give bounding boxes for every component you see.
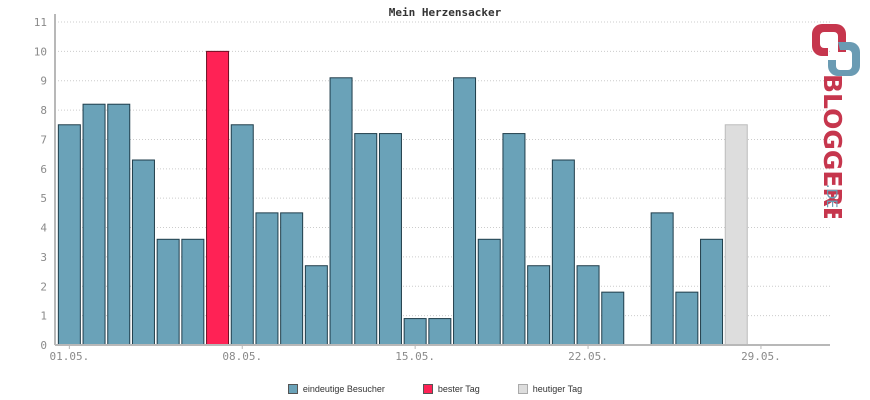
y-tick-label: 4 (40, 222, 47, 235)
x-tick-label: 01.05. (49, 350, 89, 363)
y-tick-label: 3 (40, 251, 47, 264)
logo-suffix: .DE (823, 184, 839, 208)
bar-v (428, 318, 452, 346)
bar-v (255, 212, 279, 346)
y-tick-label: 10 (34, 45, 47, 58)
bar-v (527, 265, 551, 346)
x-tick-label: 08.05. (222, 350, 262, 363)
bar-v (378, 133, 402, 346)
legend-label-visitor: eindeutige Besucher (302, 384, 385, 394)
bar-v (650, 212, 674, 346)
bar-v (551, 159, 575, 346)
chart-title: Mein Herzensacker (389, 6, 502, 19)
x-tick-label: 29.05. (741, 350, 781, 363)
legend-swatch-today (517, 384, 528, 394)
y-tick-label: 8 (40, 104, 47, 117)
bar-v (576, 265, 600, 346)
y-tick-label: 9 (40, 75, 47, 88)
bar-v (107, 103, 131, 346)
bar-v (502, 133, 526, 346)
bar-v (354, 133, 378, 346)
bar-v (131, 159, 155, 346)
bar-v (403, 318, 427, 346)
bar-v (230, 124, 254, 346)
legend-label-best: bester Tag (437, 384, 480, 394)
bloggerei-logo: BLOGGEREI .DE (812, 24, 860, 218)
x-axis-ticks: 01.05. 08.05. 15.05. 22.05. 29.05. (49, 345, 781, 363)
bar-v (82, 103, 106, 346)
bar-v (601, 291, 625, 346)
bar-best (206, 50, 230, 346)
y-tick-label: 5 (40, 192, 47, 205)
bar-v (329, 77, 353, 346)
logo-wordmark: BLOGGEREI (818, 74, 847, 218)
x-tick-label: 15.05. (395, 350, 435, 363)
legend-swatch-visitor (287, 384, 298, 394)
bar-v (453, 77, 477, 346)
bar-today (724, 124, 748, 346)
y-axis-ticks: 0 1 2 3 4 5 6 7 8 9 10 11 (34, 16, 48, 352)
y-tick-label: 0 (40, 339, 47, 352)
axes (54, 14, 830, 346)
bar-v (477, 238, 501, 346)
bars (57, 50, 748, 346)
y-tick-label: 1 (40, 310, 47, 323)
bar-v (280, 212, 304, 346)
legend-item-today: heutiger Tag (517, 384, 583, 394)
y-tick-label: 11 (34, 16, 47, 29)
legend-item-best: bester Tag (422, 384, 480, 394)
y-tick-label: 7 (40, 133, 47, 146)
y-tick-label: 6 (40, 163, 47, 176)
bar-v (181, 238, 205, 346)
bar-v (156, 238, 180, 346)
bar-v (700, 238, 724, 346)
bar-v (304, 265, 328, 346)
legend: eindeutige Besucher bester Tag heutiger … (0, 384, 870, 394)
bar-v (675, 291, 699, 346)
heart-link-icon (812, 24, 860, 76)
legend-item-visitor: eindeutige Besucher (287, 384, 385, 394)
bar-v (57, 124, 81, 346)
x-tick-label: 22.05. (568, 350, 608, 363)
legend-swatch-best (422, 384, 433, 394)
y-tick-label: 2 (40, 280, 47, 293)
legend-label-today: heutiger Tag (532, 384, 583, 394)
